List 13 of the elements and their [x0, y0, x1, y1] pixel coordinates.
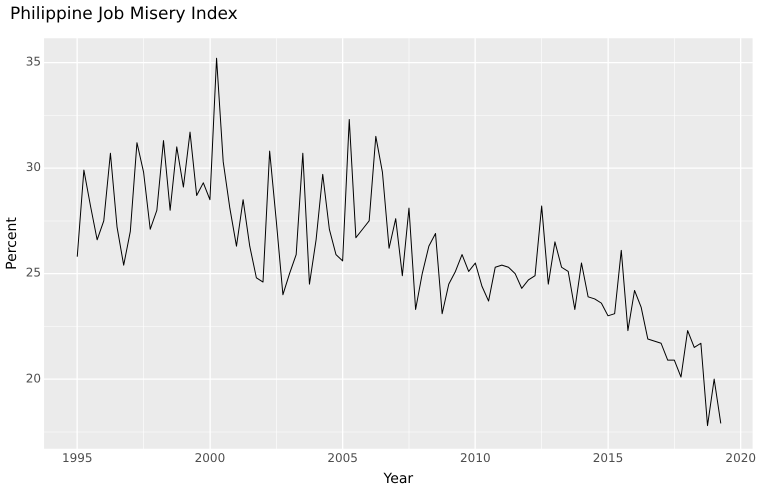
y-axis-title: Percent [4, 216, 20, 270]
x-tick-label: 2010 [460, 451, 491, 466]
y-tick-label: 30 [26, 160, 42, 174]
x-axis-title: Year [382, 471, 414, 488]
x-tick-label: 2000 [194, 451, 226, 466]
y-tick-label: 25 [26, 266, 42, 280]
x-tick-label: 2015 [592, 451, 624, 466]
x-tick-label: 2005 [327, 451, 358, 466]
y-tick-label: 20 [26, 371, 42, 386]
y-tick-label: 35 [26, 54, 42, 69]
x-tick-label: 2020 [725, 451, 756, 466]
x-tick-label: 1995 [62, 451, 93, 466]
chart-title: Philippine Job Misery Index [10, 4, 238, 24]
